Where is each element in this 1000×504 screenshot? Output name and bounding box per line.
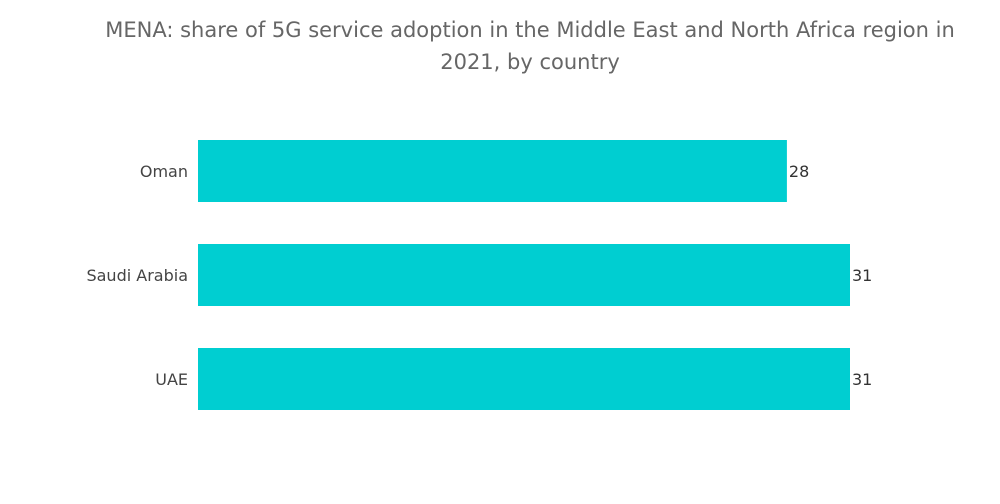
category-label: Oman (140, 162, 188, 181)
value-label: 31 (852, 370, 872, 389)
bars-group: Oman 28 Saudi Arabia 31 UAE 31 (86, 140, 872, 410)
value-label: 31 (852, 266, 872, 285)
bar-uae (198, 348, 850, 410)
category-label: Saudi Arabia (86, 266, 188, 285)
chart-title: MENA: share of 5G service adoption in th… (105, 18, 955, 74)
category-label: UAE (155, 370, 188, 389)
bar-oman (198, 140, 787, 202)
value-label: 28 (789, 162, 809, 181)
bar-saudi-arabia (198, 244, 850, 306)
